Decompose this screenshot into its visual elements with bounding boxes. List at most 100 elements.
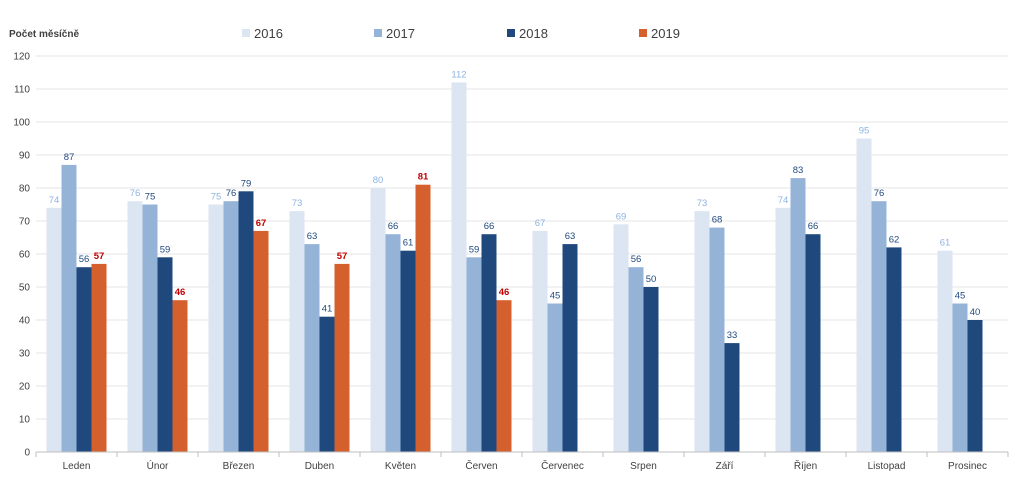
data-label: 61 <box>403 238 414 249</box>
data-label: 66 <box>484 221 495 232</box>
bar-2018-Duben <box>319 316 335 452</box>
x-tick-label: Prosinec <box>948 461 987 472</box>
bar-2018-Červen <box>481 234 497 452</box>
bar-2017-Červen <box>466 257 482 452</box>
bar-2016-Listopad <box>856 138 872 452</box>
bar-2018-Únor <box>157 257 173 452</box>
bar-2016-Říjen <box>775 207 791 452</box>
data-label: 80 <box>373 175 384 186</box>
bar-2018-Září <box>724 343 740 452</box>
data-label: 46 <box>175 287 186 298</box>
legend-label-2016: 2016 <box>254 26 283 41</box>
x-tick-label: Srpen <box>630 461 657 472</box>
data-label: 45 <box>550 291 561 302</box>
x-axis: Leden Únor Březen Duben Květen Červen Červenec… <box>35 451 1009 472</box>
bar-2016-Srpen <box>613 224 629 452</box>
data-label: 79 <box>241 178 252 189</box>
data-label: 73 <box>292 198 303 209</box>
data-label: 75 <box>211 192 222 203</box>
y-tick-label: 110 <box>14 85 30 96</box>
y-tick-label: 70 <box>19 217 31 228</box>
bar-2019-Březen <box>253 230 269 452</box>
bar-2019-Únor <box>172 300 188 452</box>
data-label: 74 <box>49 195 60 206</box>
bar-2017-Únor <box>142 204 158 452</box>
data-label: 59 <box>469 244 480 255</box>
x-tick-label: Červen <box>465 459 497 472</box>
bar-2018-Březen <box>238 191 254 453</box>
bar-2016-Červenec <box>532 230 548 452</box>
bar-2016-Prosinec <box>937 250 953 452</box>
legend-swatch-2016 <box>242 29 250 37</box>
data-label: 56 <box>79 254 90 265</box>
x-tick-label: Listopad <box>868 461 906 472</box>
data-label: 57 <box>94 251 105 262</box>
legend: 2016 2017 2018 2019 <box>242 26 680 41</box>
bar-2016-Březen <box>208 204 224 452</box>
data-label: 59 <box>160 244 171 255</box>
data-label: 62 <box>889 234 900 245</box>
data-label: 76 <box>226 188 237 199</box>
data-label: 67 <box>535 218 546 229</box>
x-tick-label: Září <box>716 461 734 472</box>
bar-2017-Září <box>709 227 725 452</box>
bar-2019-Červen <box>496 300 512 452</box>
y-tick-label: 30 <box>19 349 31 360</box>
legend-label-2019: 2019 <box>651 26 680 41</box>
data-label: 66 <box>388 221 399 232</box>
bar-2017-Říjen <box>790 178 806 452</box>
data-label: 74 <box>778 195 789 206</box>
data-label: 81 <box>418 172 429 183</box>
data-label: 83 <box>793 165 804 176</box>
legend-label-2017: 2017 <box>386 26 415 41</box>
data-label: 57 <box>337 251 348 262</box>
bars <box>46 82 983 453</box>
y-tick-label: 50 <box>19 283 31 294</box>
gridlines <box>36 55 1008 420</box>
data-labels: 74 87 56 57 76 75 59 46 75 76 79 67 73 63 41 57 80 66 61 81… <box>49 69 981 341</box>
x-tick-label: Leden <box>63 461 91 472</box>
data-label: 76 <box>130 188 141 199</box>
y-tick-label: 60 <box>19 250 31 261</box>
y-tick-label: 90 <box>19 151 31 162</box>
data-label: 73 <box>697 198 708 209</box>
data-label: 76 <box>874 188 885 199</box>
bar-2016-Září <box>694 211 710 452</box>
bar-2019-Duben <box>334 263 350 452</box>
data-label: 41 <box>322 304 333 315</box>
bar-2018-Prosinec <box>967 320 983 452</box>
bar-2018-Srpen <box>643 287 659 452</box>
data-label: 87 <box>64 152 75 163</box>
data-label: 112 <box>451 69 466 80</box>
x-tick-label: Květen <box>385 461 416 472</box>
x-tick-label: Březen <box>223 461 255 472</box>
data-label: 95 <box>859 126 870 137</box>
y-tick-label: 100 <box>13 118 30 129</box>
data-label: 56 <box>631 254 642 265</box>
bar-2018-Květen <box>400 250 416 452</box>
x-tick-label: Únor <box>147 459 169 472</box>
bar-2017-Duben <box>304 244 320 452</box>
bar-2018-Říjen <box>805 234 821 452</box>
bar-2016-Červen <box>451 82 467 453</box>
data-label: 63 <box>565 231 576 242</box>
bar-2016-Únor <box>127 201 143 452</box>
x-tick-label: Červenec <box>541 459 584 472</box>
y-tick-label: 80 <box>19 184 31 195</box>
legend-label-2018: 2018 <box>519 26 548 41</box>
data-label: 66 <box>808 221 819 232</box>
data-label: 45 <box>955 291 966 302</box>
legend-swatch-2019 <box>639 29 647 37</box>
data-label: 69 <box>616 211 627 222</box>
y-tick-label: 40 <box>19 316 31 327</box>
y-tick-label: 20 <box>19 382 31 393</box>
legend-swatch-2018 <box>507 29 515 37</box>
y-tick-label: 120 <box>13 52 30 63</box>
bar-2017-Leden <box>61 164 77 452</box>
bar-2017-Prosinec <box>952 303 968 452</box>
bar-2019-Leden <box>91 263 107 452</box>
y-axis-ticks: 0 10 20 30 40 50 60 70 80 90 100 110 120 <box>13 52 30 459</box>
data-label: 40 <box>970 307 981 318</box>
x-tick-label: Říjen <box>794 459 817 472</box>
